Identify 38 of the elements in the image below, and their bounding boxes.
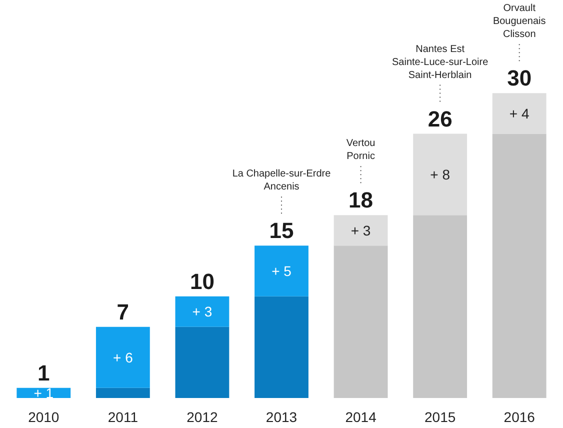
x-tick-label: 2015 bbox=[424, 409, 456, 425]
annotation: La Chapelle-sur-Erdre Ancenis bbox=[232, 168, 332, 193]
data-label: + 8 bbox=[430, 166, 450, 182]
data-label: + 5 bbox=[272, 262, 292, 279]
bar bbox=[254, 246, 308, 296]
data-label: + 3 bbox=[192, 304, 212, 320]
x-tick-label: 2011 bbox=[108, 409, 138, 425]
total-label: 10 bbox=[190, 268, 214, 294]
bar bbox=[334, 246, 388, 398]
data-label: + 1 bbox=[34, 384, 54, 401]
text: Nantes Est Sainte-Luce-sur-Loire Saint-Herblain bbox=[392, 44, 489, 81]
x-tick-label: 2014 bbox=[345, 409, 377, 425]
bar bbox=[96, 388, 150, 398]
x-tick-label: 2012 bbox=[186, 409, 218, 425]
x-tick-label: 2013 bbox=[266, 409, 298, 425]
x-tick-label: 2010 bbox=[28, 409, 60, 425]
bar bbox=[254, 296, 308, 398]
total-label: 18 bbox=[348, 188, 374, 213]
data-label: + 6 bbox=[113, 349, 134, 366]
bar bbox=[413, 215, 468, 398]
x-tick-label: 2016 bbox=[504, 409, 536, 425]
total-label: 30 bbox=[507, 66, 532, 91]
annotation: Vertou Pornic bbox=[346, 138, 376, 162]
data-label: + 3 bbox=[350, 222, 371, 238]
bar bbox=[16, 388, 71, 398]
total-label: 15 bbox=[269, 218, 294, 244]
bar bbox=[413, 134, 468, 216]
bar bbox=[175, 326, 230, 398]
text: Orvault Bouguenais Clisson bbox=[492, 3, 546, 40]
data-label: + 4 bbox=[509, 105, 530, 122]
total-label: 26 bbox=[428, 106, 452, 132]
bar bbox=[96, 326, 150, 388]
bar bbox=[492, 134, 546, 398]
bar bbox=[175, 296, 230, 327]
total-label: 1 bbox=[38, 360, 50, 386]
bar bbox=[334, 215, 388, 246]
bar bbox=[492, 93, 546, 134]
total-label: 7 bbox=[116, 299, 130, 324]
